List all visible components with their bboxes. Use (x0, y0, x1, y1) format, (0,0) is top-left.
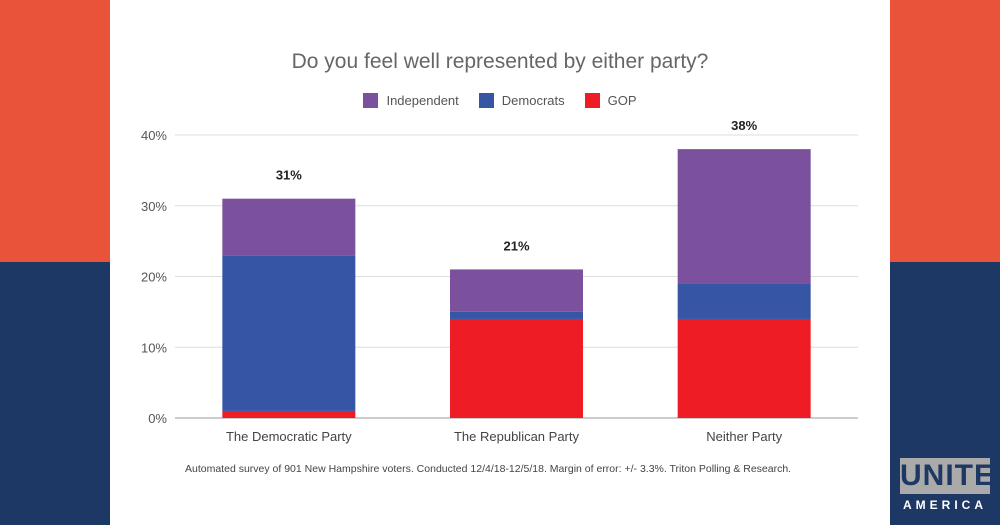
x-tick-label: Neither Party (706, 429, 782, 444)
legend-swatch (363, 93, 379, 108)
bar-segment-democrats (677, 283, 811, 319)
legend: Independent Democrats GOP (110, 93, 890, 108)
legend-item: GOP (584, 93, 637, 108)
x-tick-label: The Democratic Party (226, 429, 352, 444)
y-tick-label: 20% (141, 270, 167, 285)
legend-label: Independent (386, 93, 459, 108)
bar-segment-independent (222, 198, 356, 256)
legend-label: GOP (607, 93, 637, 108)
unite-america-logo: UNITE AMERICA (900, 458, 995, 512)
bar-segment-gop (222, 410, 356, 418)
y-tick-label: 10% (141, 340, 167, 355)
legend-swatch (584, 93, 600, 108)
legend-label: Democrats (501, 93, 565, 108)
bar-segment-democrats (450, 311, 583, 319)
left-background-panel (0, 0, 110, 525)
total-label: 31% (276, 168, 302, 183)
legend-swatch (478, 93, 494, 108)
bar-segment-democrats (222, 255, 356, 411)
chart-title: Do you feel well represented by either p… (291, 50, 709, 73)
y-tick-label: 30% (141, 199, 167, 214)
x-tick-label: The Republican Party (454, 429, 580, 444)
total-label: 21% (503, 238, 529, 253)
footnote: Automated survey of 901 New Hampshire vo… (185, 463, 792, 475)
bar-segment-gop (677, 318, 811, 418)
bar-segment-gop (450, 318, 583, 418)
y-tick-label: 0% (148, 411, 167, 426)
total-label: 38% (731, 118, 757, 133)
legend-item: Democrats (478, 93, 565, 108)
y-tick-label: 40% (141, 128, 167, 143)
bar-segment-independent (450, 269, 583, 312)
bar-segment-independent (677, 149, 811, 284)
legend-item: Independent (363, 93, 459, 108)
